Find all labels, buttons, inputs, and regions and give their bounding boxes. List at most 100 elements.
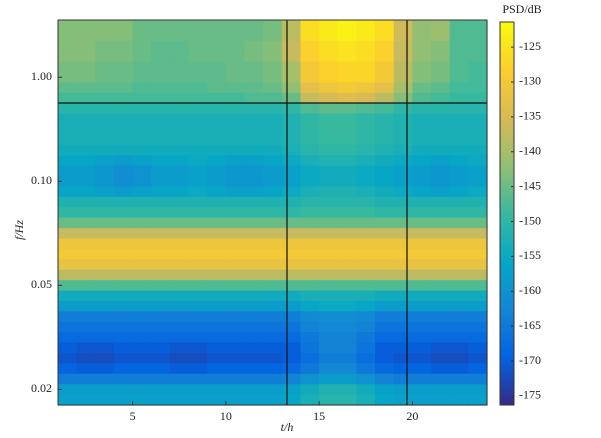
cell bbox=[337, 40, 358, 52]
cell bbox=[225, 103, 246, 115]
cell bbox=[337, 228, 358, 240]
cell bbox=[319, 61, 339, 73]
cell bbox=[188, 217, 208, 229]
cell bbox=[95, 269, 115, 281]
cell bbox=[468, 373, 488, 385]
cell bbox=[319, 238, 339, 250]
cell bbox=[300, 290, 320, 302]
cell bbox=[412, 259, 432, 271]
cell bbox=[263, 61, 283, 73]
cell bbox=[393, 92, 413, 104]
cell bbox=[95, 280, 115, 292]
cell bbox=[263, 363, 283, 375]
cell bbox=[95, 134, 115, 146]
cell bbox=[113, 155, 134, 167]
cell bbox=[393, 269, 413, 281]
cell bbox=[449, 384, 469, 396]
cell bbox=[76, 92, 96, 104]
cell bbox=[188, 207, 208, 219]
cell bbox=[300, 176, 320, 188]
cell bbox=[95, 228, 115, 240]
cell bbox=[319, 20, 339, 32]
cell bbox=[225, 248, 246, 260]
cell bbox=[468, 103, 488, 115]
cell bbox=[188, 103, 208, 115]
cell bbox=[207, 176, 227, 188]
cell bbox=[393, 238, 413, 250]
cell bbox=[263, 311, 283, 323]
cell bbox=[393, 394, 413, 406]
cell bbox=[207, 124, 227, 136]
cell bbox=[58, 321, 78, 333]
cell bbox=[337, 238, 358, 250]
cell bbox=[169, 124, 190, 136]
cell bbox=[300, 30, 320, 42]
cell bbox=[113, 342, 134, 354]
cell bbox=[151, 228, 171, 240]
cell bbox=[281, 72, 302, 84]
cell bbox=[319, 332, 339, 344]
cell bbox=[412, 196, 432, 208]
cell bbox=[151, 165, 171, 177]
cell bbox=[244, 186, 264, 198]
cell bbox=[356, 124, 376, 136]
colorbar-tick-label: -150 bbox=[519, 213, 541, 227]
cell bbox=[113, 300, 134, 312]
cell bbox=[356, 352, 376, 364]
cell bbox=[281, 384, 302, 396]
cell bbox=[58, 290, 78, 302]
cell bbox=[188, 352, 208, 364]
cell bbox=[300, 113, 320, 125]
cell bbox=[393, 352, 413, 364]
cell bbox=[113, 113, 134, 125]
cell bbox=[412, 217, 432, 229]
cell bbox=[393, 186, 413, 198]
cell bbox=[468, 155, 488, 167]
cell bbox=[207, 113, 227, 125]
cell bbox=[356, 82, 376, 94]
cell bbox=[132, 321, 152, 333]
cell bbox=[244, 103, 264, 115]
cell bbox=[356, 269, 376, 281]
cell bbox=[337, 290, 358, 302]
cell bbox=[375, 196, 395, 208]
cell bbox=[58, 352, 78, 364]
cell bbox=[132, 207, 152, 219]
cell bbox=[449, 176, 469, 188]
cell bbox=[412, 394, 432, 406]
cell bbox=[319, 290, 339, 302]
cell bbox=[244, 248, 264, 260]
cell bbox=[356, 176, 376, 188]
cell bbox=[449, 311, 469, 323]
cell bbox=[356, 259, 376, 271]
cell bbox=[169, 238, 190, 250]
cell bbox=[431, 217, 451, 229]
cell bbox=[95, 290, 115, 302]
cell bbox=[58, 311, 78, 323]
colorbar-tick-label: -140 bbox=[519, 144, 541, 158]
cell bbox=[412, 342, 432, 354]
cell bbox=[449, 352, 469, 364]
cell bbox=[58, 259, 78, 271]
cell bbox=[207, 269, 227, 281]
cell bbox=[393, 165, 413, 177]
cell bbox=[263, 176, 283, 188]
cell bbox=[375, 113, 395, 125]
cell bbox=[225, 290, 246, 302]
cell bbox=[319, 72, 339, 84]
cell bbox=[151, 40, 171, 52]
cell bbox=[188, 280, 208, 292]
cell bbox=[300, 165, 320, 177]
cell bbox=[263, 217, 283, 229]
cell bbox=[468, 20, 488, 32]
cell bbox=[319, 207, 339, 219]
cell bbox=[356, 321, 376, 333]
cell bbox=[132, 124, 152, 136]
cell bbox=[356, 20, 376, 32]
cell bbox=[151, 363, 171, 375]
cell bbox=[244, 144, 264, 156]
cell bbox=[58, 196, 78, 208]
cell bbox=[412, 290, 432, 302]
cell bbox=[281, 290, 302, 302]
cell bbox=[281, 51, 302, 63]
